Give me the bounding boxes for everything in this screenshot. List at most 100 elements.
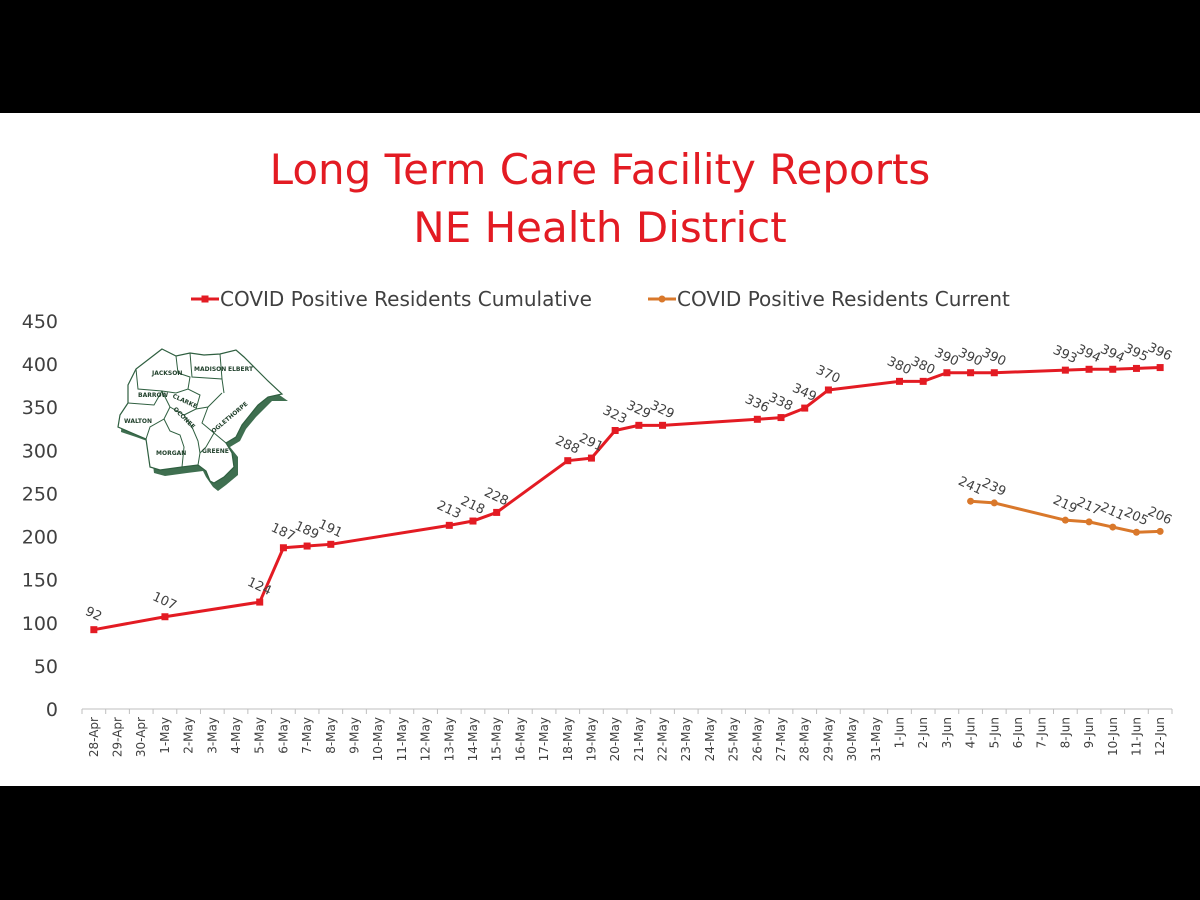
data-point: [279, 544, 287, 552]
x-tick-label: 22-May: [656, 717, 670, 761]
data-point: [327, 540, 335, 548]
x-tick-label: 17-May: [537, 717, 551, 761]
x-tick-label: 2-May: [182, 717, 196, 754]
x-tick-label: 26-May: [750, 717, 764, 761]
y-tick-label: 100: [22, 613, 58, 635]
x-tick-label: 11-Jun: [1129, 717, 1143, 756]
data-point: [943, 369, 951, 377]
x-tick-label: 3-May: [205, 717, 219, 754]
legend-marker-current: [658, 295, 666, 303]
county-label-morgan: MORGAN: [156, 450, 186, 457]
data-point: [824, 386, 832, 394]
county-borders: [127, 352, 227, 468]
x-tick-label: 3-Jun: [940, 717, 954, 748]
plot-area: 9210712418718919121321822828829132332932…: [83, 340, 1174, 634]
x-tick-label: 15-May: [490, 717, 504, 761]
data-point: [967, 497, 975, 505]
x-tick-label: 5-Jun: [987, 717, 1001, 748]
x-tick-label: 7-May: [300, 717, 314, 754]
data-point: [611, 427, 619, 435]
data-point: [1156, 527, 1164, 535]
x-tick-label: 27-May: [774, 717, 788, 761]
x-tick-label: 29-Apr: [111, 717, 125, 757]
x-tick-label: 31-May: [869, 717, 883, 761]
x-tick-label: 13-May: [442, 717, 456, 761]
county-label-barrow: BARROW: [138, 392, 169, 399]
chart-title-block: Long Term Care Facility Reports NE Healt…: [0, 141, 1200, 257]
x-tick-label: 29-May: [821, 717, 835, 761]
chart-title: Long Term Care Facility Reports: [269, 145, 931, 194]
x-tick-label: 4-May: [229, 717, 243, 754]
data-point: [1156, 364, 1164, 372]
data-label: 107: [150, 590, 179, 614]
data-point: [1132, 528, 1140, 536]
county-label-jackson: JACKSON: [151, 370, 182, 377]
data-point: [1132, 364, 1140, 372]
x-tick-label: 16-May: [513, 717, 527, 761]
data-label: 217: [1074, 495, 1103, 519]
data-point: [967, 369, 975, 377]
data-point: [445, 521, 453, 529]
data-point: [469, 517, 477, 525]
line-chart: COVID Positive Residents Cumulative COVI…: [22, 287, 1174, 761]
county-label-greene: GREENE: [202, 448, 229, 455]
data-label: 323: [600, 403, 629, 427]
legend-label-current: COVID Positive Residents Current: [677, 287, 1010, 311]
x-tick-label: 28-May: [798, 717, 812, 761]
legend: COVID Positive Residents Cumulative COVI…: [191, 287, 1010, 311]
county-map: JACKSON MADISON ELBERT BARROW CLARKE OCO…: [117, 348, 288, 491]
y-tick-label: 250: [22, 483, 58, 505]
x-axis: 28-Apr 29-Apr 30-Apr 1-May 2-May 3-May 4-May 5-…: [81, 708, 1173, 761]
x-tick-label: 2-Jun: [916, 717, 930, 748]
data-label: 396: [1145, 340, 1174, 364]
x-tick-label: 4-Jun: [964, 717, 978, 748]
data-point: [1085, 518, 1093, 526]
legend-marker-cumulative: [201, 295, 209, 303]
x-tick-label: 23-May: [679, 717, 693, 761]
data-label: 239: [979, 476, 1008, 500]
y-tick-label: 400: [22, 354, 58, 376]
x-tick-label: 12-May: [419, 717, 433, 761]
data-point: [256, 598, 264, 606]
data-label: 206: [1145, 504, 1174, 528]
y-tick-label: 350: [22, 397, 58, 419]
x-tick-label: 20-May: [608, 717, 622, 761]
x-tick-label: 30-Apr: [134, 717, 148, 757]
data-point: [90, 626, 98, 634]
data-point: [564, 457, 572, 465]
x-tick-label: 28-Apr: [87, 717, 101, 757]
x-tick-label: 7-Jun: [1035, 717, 1049, 748]
data-label: 191: [316, 517, 345, 541]
x-tick-label: 9-Jun: [1082, 717, 1096, 748]
x-tick-label: 1-Jun: [893, 717, 907, 748]
data-point: [777, 414, 785, 422]
data-label: 291: [577, 431, 606, 455]
data-point: [1085, 365, 1093, 373]
data-point: [303, 542, 311, 550]
data-label: 213: [434, 498, 463, 522]
x-tick-label: 6-May: [276, 717, 290, 754]
series-line-cumulative: [93, 366, 1161, 632]
legend-label-cumulative: COVID Positive Residents Cumulative: [220, 287, 592, 311]
data-point: [493, 508, 501, 516]
x-tick-label: 24-May: [703, 717, 717, 761]
x-tick-label: 18-May: [561, 717, 575, 761]
x-tick-label: 19-May: [584, 717, 598, 761]
x-tick-label: 8-May: [324, 717, 338, 754]
x-tick-label: 30-May: [845, 717, 859, 761]
data-point: [990, 369, 998, 377]
data-label: 92: [83, 604, 104, 625]
data-point: [587, 454, 595, 462]
x-tick-label: 5-May: [253, 717, 267, 754]
data-point: [1109, 523, 1117, 531]
county-label-madison: MADISON: [194, 366, 226, 373]
map-outline: [117, 348, 284, 484]
y-tick-label: 200: [22, 527, 58, 549]
x-tick-label: 21-May: [632, 717, 646, 761]
data-label: 370: [813, 363, 842, 387]
x-tick-label: 10-May: [371, 717, 385, 761]
data-point: [161, 613, 169, 621]
data-label: 211: [1098, 500, 1127, 524]
y-tick-label: 150: [22, 570, 58, 592]
x-tick-label: 25-May: [727, 717, 741, 761]
